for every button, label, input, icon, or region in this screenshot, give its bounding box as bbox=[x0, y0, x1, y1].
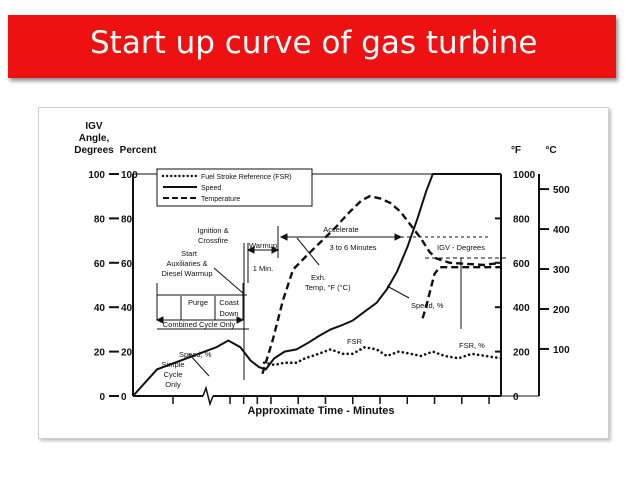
slide-title: Start up curve of gas turbine bbox=[90, 25, 538, 61]
annotations: Ignition & Crossfire Start Auxiliaries &… bbox=[162, 225, 486, 389]
percent-tick-value-60: 60 bbox=[121, 259, 133, 270]
igv-tick-label-0: 0 bbox=[99, 392, 105, 403]
series-line-fsr bbox=[262, 345, 503, 367]
purge-arrow-right bbox=[236, 316, 245, 324]
fahrenheit-tick-label-400: 400 bbox=[513, 303, 530, 314]
fahrenheit-tick-label-1000: 1000 bbox=[513, 170, 536, 181]
ann-coast-2: Down bbox=[219, 309, 238, 318]
igv-axis-title-2: Angle, bbox=[79, 133, 110, 144]
annotation-brackets bbox=[155, 226, 509, 380]
x-axis-title: Approximate Time - Minutes bbox=[247, 405, 394, 417]
igv-axis-title-1: IGV bbox=[85, 121, 103, 132]
igv-tick-label-20: 20 bbox=[94, 348, 106, 359]
ann-simple-2: Cycle bbox=[164, 370, 183, 379]
fahrenheit-tick-label-600: 600 bbox=[513, 259, 530, 270]
percent-tick-value-0: 0 bbox=[121, 392, 127, 403]
ann-warmup: Warmup bbox=[249, 241, 277, 250]
percent-tick-value-40: 40 bbox=[121, 303, 133, 314]
speed-pointer bbox=[386, 285, 410, 299]
igv-tick-label-100: 100 bbox=[88, 170, 105, 181]
igv-tick-label-60: 60 bbox=[94, 259, 106, 270]
title-bar: Start up curve of gas turbine bbox=[8, 15, 616, 78]
purge-arrow-left bbox=[155, 316, 164, 324]
ann-ignition-1: Ignition & bbox=[197, 226, 228, 235]
ann-start-2: Auxiliaries & bbox=[166, 259, 207, 268]
ann-start-1: Start bbox=[181, 249, 198, 258]
legend-label-temperature: Temperature bbox=[201, 196, 240, 203]
igv-axis-title-3: Degrees bbox=[74, 145, 114, 156]
series-layer bbox=[132, 173, 503, 397]
right-tick-marks: 0 200 400 600 800 1000 100 200 300 400 500 bbox=[495, 170, 570, 403]
fahrenheit-axis-title: °F bbox=[511, 145, 521, 156]
percent-tick-value-20: 20 bbox=[121, 348, 133, 359]
ann-combined: Combined Cycle Only bbox=[163, 320, 236, 329]
chart-figure: IGV Angle, Degrees Percent °F °C 0 0 20 20 4… bbox=[38, 107, 609, 439]
ann-exh-1: Exh. bbox=[311, 273, 326, 282]
simple-pointer bbox=[188, 353, 210, 377]
igv-tick-label-80: 80 bbox=[94, 214, 106, 225]
ann-ignition-2: Crossfire bbox=[198, 236, 228, 245]
accelerate-arrow-right bbox=[394, 233, 403, 241]
percent-axis-title: Percent bbox=[120, 145, 157, 156]
ann-simple-1: Simple bbox=[162, 360, 185, 369]
series-line-igv-degrees bbox=[421, 266, 501, 319]
legend: Fuel Stroke Reference (FSR) Speed Temper… bbox=[156, 168, 313, 207]
celsius-tick-label-100: 100 bbox=[553, 345, 570, 356]
legend-label-speed: Speed bbox=[201, 185, 221, 192]
ann-one-min: 1 Min. bbox=[253, 264, 273, 273]
legend-label-fsr: Fuel Stroke Reference (FSR) bbox=[201, 174, 292, 181]
accelerate-arrow-left bbox=[279, 233, 288, 241]
warmup-arrow-left bbox=[246, 246, 255, 254]
ann-start-3: Diesel Warmup bbox=[162, 269, 213, 278]
celsius-tick-label-200: 200 bbox=[553, 305, 570, 316]
celsius-tick-label-500: 500 bbox=[553, 185, 570, 196]
ann-fsr: FSR bbox=[347, 337, 363, 346]
series-line-speed bbox=[132, 173, 501, 397]
ann-accelerate: Accelerate bbox=[323, 225, 358, 234]
ann-exh-2: Temp, °F (°C) bbox=[305, 283, 351, 292]
start-pointer bbox=[213, 267, 245, 295]
fahrenheit-tick-label-200: 200 bbox=[513, 348, 530, 359]
warmup-arrow-right bbox=[271, 246, 280, 254]
celsius-tick-label-400: 400 bbox=[553, 225, 570, 236]
left-tick-marks: 0 0 20 20 40 40 60 60 80 80 100 100 bbox=[88, 170, 138, 403]
ann-accel-time: 3 to 6 Minutes bbox=[329, 243, 376, 252]
percent-tick-value-100: 100 bbox=[121, 170, 138, 181]
igv-tick-label-40: 40 bbox=[94, 303, 106, 314]
exh-pointer bbox=[296, 237, 320, 266]
celsius-axis-title: °C bbox=[545, 145, 556, 156]
ann-simple-3: Only bbox=[165, 380, 181, 389]
ann-igv-degrees: IGV - Degrees bbox=[437, 243, 485, 252]
celsius-tick-label-300: 300 bbox=[553, 265, 570, 276]
series-line-temperature bbox=[261, 194, 502, 375]
ann-coast-1: Coast bbox=[219, 298, 240, 307]
fahrenheit-tick-label-0: 0 bbox=[513, 392, 519, 403]
ann-fsr-pct: FSR, % bbox=[459, 341, 485, 350]
x-axis-break bbox=[202, 385, 214, 407]
percent-tick-value-80: 80 bbox=[121, 214, 133, 225]
ann-purge: Purge bbox=[188, 298, 208, 307]
startup-chart: IGV Angle, Degrees Percent °F °C 0 0 20 20 4… bbox=[74, 121, 570, 417]
x-tick-marks bbox=[172, 396, 490, 404]
fahrenheit-tick-label-800: 800 bbox=[513, 214, 530, 225]
